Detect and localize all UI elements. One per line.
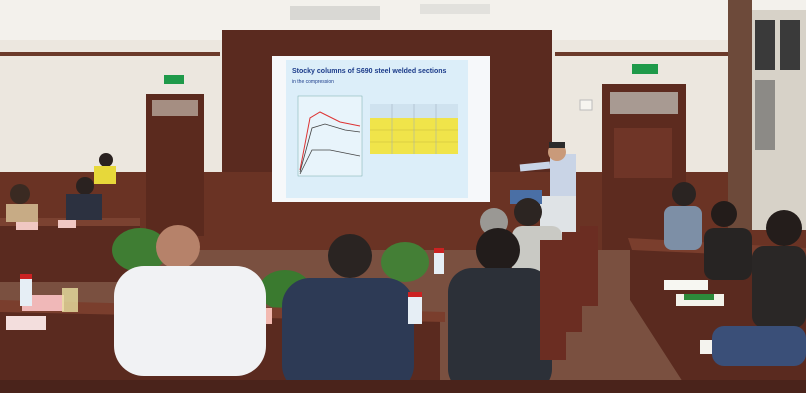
- navy-man-head: [328, 234, 372, 278]
- water-bottle-4: [434, 250, 444, 274]
- right-man-1-body: [664, 206, 702, 250]
- slide-curve-red: [299, 111, 361, 171]
- slide-subtitle: in the compression: [292, 79, 334, 85]
- woman-body: [6, 204, 38, 222]
- plant-left: [112, 228, 168, 272]
- glass-tea: [62, 288, 78, 312]
- right-man-4-arm: [712, 326, 806, 366]
- water-bottle-1-cap: [20, 274, 32, 279]
- wall-switch: [579, 99, 593, 111]
- chair-back-3: [580, 226, 598, 306]
- exit-sign-right: [632, 64, 658, 74]
- chair-back-2: [562, 232, 582, 332]
- window-pane-3: [755, 80, 775, 150]
- standing-person-head: [99, 153, 113, 167]
- presenter-arm: [519, 161, 551, 172]
- left-door-window: [152, 100, 198, 116]
- presenter-shirt: [550, 154, 576, 202]
- exit-sign-left: [164, 75, 184, 84]
- ceiling-vent: [290, 6, 380, 20]
- curtain: [728, 0, 752, 230]
- water-bottle-3: [408, 294, 422, 324]
- chair-back-1: [540, 240, 566, 360]
- left-door: [146, 94, 204, 236]
- slide-title: Stocky columns of S690 steel welded sect…: [292, 68, 447, 75]
- front-name-card: [22, 295, 64, 311]
- right-door-window: [610, 92, 678, 114]
- window-pane-2: [780, 20, 800, 70]
- right-man-1-head: [672, 182, 696, 206]
- slide-curve-lower: [299, 149, 361, 175]
- green-folder: [684, 294, 714, 300]
- ceiling-light: [420, 4, 490, 14]
- black-jacket-man-head: [476, 228, 520, 272]
- man-seated-head: [76, 177, 94, 195]
- woman-head: [10, 184, 30, 204]
- white-shirt-man-body: [114, 266, 266, 376]
- foreground-edge: [0, 380, 806, 393]
- wall-trim-left: [0, 52, 220, 56]
- presenter-hair: [549, 142, 565, 148]
- white-shirt-man-head: [156, 225, 200, 269]
- name-card-1: [16, 222, 38, 230]
- slide-chart: [297, 95, 363, 177]
- paper-left: [6, 316, 46, 330]
- black-jacket-man-body: [448, 268, 552, 393]
- right-man-3-body: [752, 246, 806, 328]
- right-door-panel: [614, 128, 672, 178]
- right-man-2-head: [711, 201, 737, 227]
- window-pane-1: [755, 20, 775, 70]
- navy-man-body: [282, 278, 414, 393]
- paper-right-1: [664, 280, 708, 290]
- slide-curve-dark: [299, 123, 361, 173]
- wall-trim-right: [555, 52, 740, 56]
- blue-shirt-man-head: [514, 198, 542, 226]
- water-bottle-1: [20, 276, 32, 306]
- right-man-3-head: [766, 210, 802, 246]
- standing-person-shirt: [94, 166, 116, 184]
- plant-right: [381, 242, 429, 282]
- name-card-2: [58, 220, 76, 228]
- man-seated-body: [66, 194, 102, 220]
- right-man-2-body: [704, 228, 752, 280]
